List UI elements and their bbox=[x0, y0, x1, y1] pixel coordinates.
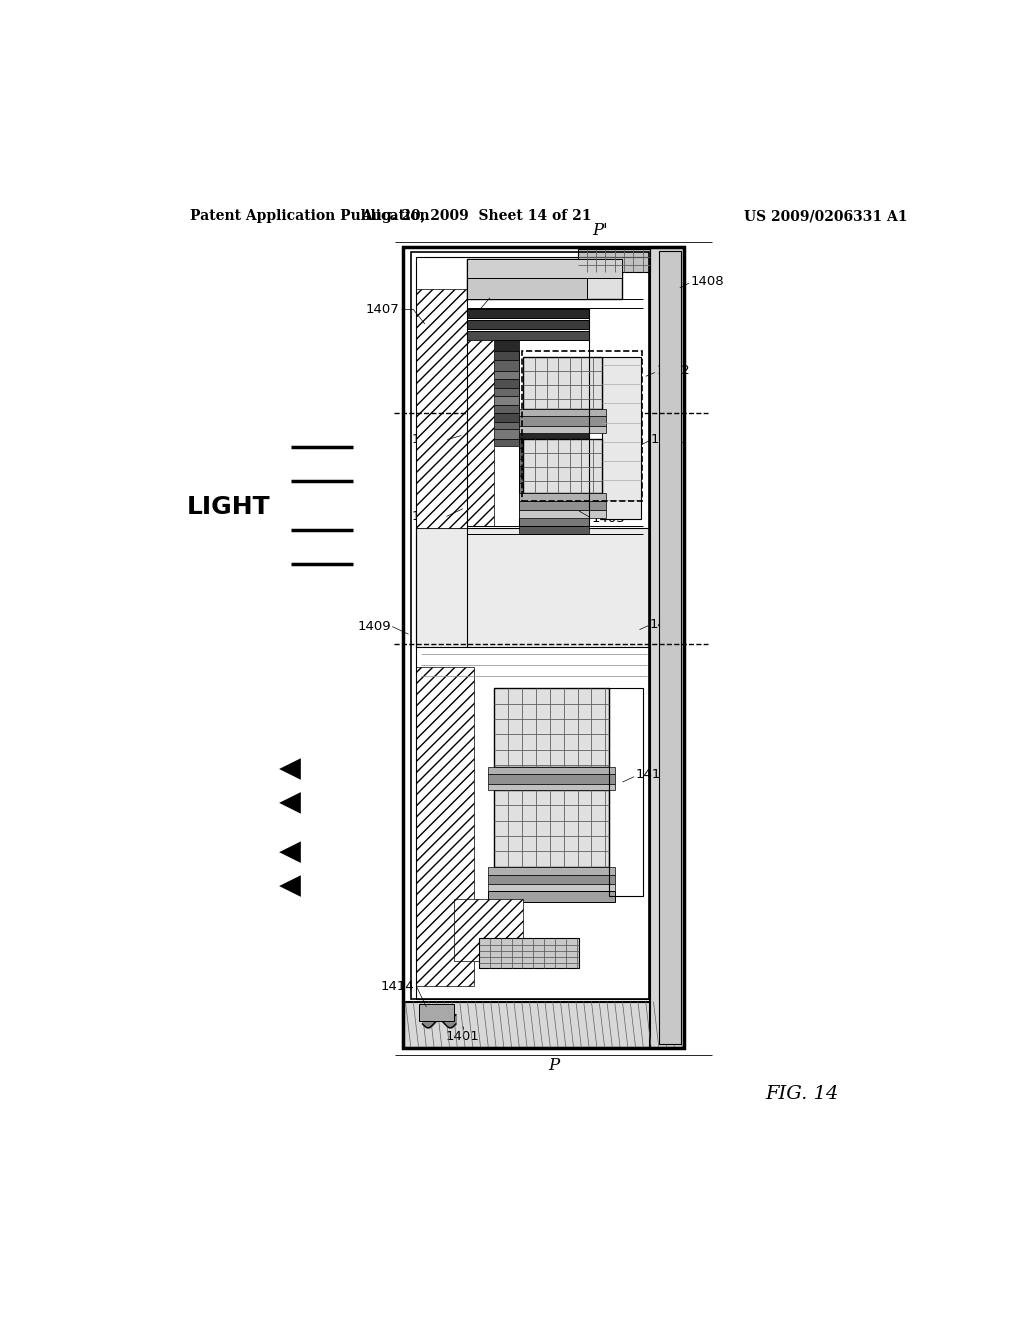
Text: 1404: 1404 bbox=[412, 510, 445, 523]
Bar bbox=[519, 502, 606, 511]
Polygon shape bbox=[467, 341, 589, 438]
Bar bbox=[403, 247, 684, 1048]
Bar bbox=[467, 259, 622, 277]
Bar bbox=[487, 775, 614, 784]
Text: Aug. 20, 2009  Sheet 14 of 21: Aug. 20, 2009 Sheet 14 of 21 bbox=[361, 209, 592, 223]
Bar bbox=[658, 251, 681, 1044]
Text: Patent Application Publication: Patent Application Publication bbox=[190, 209, 430, 223]
Bar bbox=[417, 667, 474, 986]
Polygon shape bbox=[467, 405, 589, 500]
Polygon shape bbox=[467, 371, 589, 466]
Text: 1408: 1408 bbox=[690, 275, 724, 288]
Bar bbox=[467, 277, 587, 298]
Bar bbox=[467, 259, 622, 298]
Polygon shape bbox=[280, 875, 301, 896]
Polygon shape bbox=[467, 388, 589, 483]
Text: 1414: 1414 bbox=[381, 979, 415, 993]
Bar bbox=[467, 321, 589, 330]
Bar bbox=[417, 257, 649, 999]
Text: 1402: 1402 bbox=[656, 363, 690, 376]
Polygon shape bbox=[467, 351, 589, 447]
Text: 1409: 1409 bbox=[357, 620, 391, 634]
Text: US 2009/0206331 A1: US 2009/0206331 A1 bbox=[743, 209, 907, 223]
Polygon shape bbox=[467, 379, 589, 475]
Bar bbox=[417, 289, 467, 528]
Polygon shape bbox=[467, 396, 589, 492]
Text: 1407: 1407 bbox=[366, 302, 399, 315]
Polygon shape bbox=[467, 429, 589, 527]
Bar bbox=[467, 309, 589, 318]
Text: 1401: 1401 bbox=[445, 1030, 479, 1043]
Bar bbox=[519, 511, 606, 517]
Text: 1412: 1412 bbox=[649, 618, 683, 631]
Polygon shape bbox=[280, 758, 301, 780]
Bar bbox=[403, 1002, 684, 1048]
Bar bbox=[411, 252, 649, 999]
Text: FIG. 14: FIG. 14 bbox=[766, 1085, 839, 1104]
Bar bbox=[608, 688, 643, 896]
Bar bbox=[487, 875, 614, 884]
Bar bbox=[523, 358, 602, 409]
Bar bbox=[494, 789, 608, 867]
Text: 1405: 1405 bbox=[412, 433, 445, 446]
Bar bbox=[487, 867, 614, 875]
Text: LIGHT: LIGHT bbox=[187, 495, 270, 519]
Bar bbox=[519, 409, 606, 416]
Polygon shape bbox=[467, 422, 589, 517]
Bar bbox=[523, 440, 602, 494]
Polygon shape bbox=[467, 412, 589, 510]
Bar bbox=[519, 425, 606, 433]
Bar bbox=[487, 784, 614, 789]
Text: P: P bbox=[548, 1057, 559, 1074]
Polygon shape bbox=[280, 792, 301, 813]
Text: P': P' bbox=[592, 222, 608, 239]
Bar bbox=[467, 331, 589, 341]
Bar bbox=[578, 249, 650, 272]
Bar bbox=[519, 494, 606, 502]
Bar bbox=[467, 341, 494, 527]
Text: 1413: 1413 bbox=[636, 768, 670, 781]
Bar bbox=[419, 1005, 454, 1020]
Bar bbox=[454, 899, 523, 961]
Bar bbox=[487, 891, 614, 903]
Bar bbox=[602, 356, 641, 519]
Polygon shape bbox=[467, 360, 589, 459]
Text: 1403: 1403 bbox=[592, 512, 626, 525]
Polygon shape bbox=[467, 438, 589, 535]
Text: 1411: 1411 bbox=[650, 433, 684, 446]
Bar bbox=[649, 247, 684, 1048]
Bar bbox=[417, 528, 649, 647]
Text: 1406: 1406 bbox=[473, 282, 507, 296]
Polygon shape bbox=[280, 841, 301, 863]
Bar bbox=[487, 884, 614, 891]
Bar bbox=[487, 767, 614, 775]
Bar bbox=[479, 939, 579, 969]
Bar bbox=[519, 416, 606, 425]
Bar bbox=[494, 688, 608, 767]
Bar bbox=[521, 351, 642, 502]
